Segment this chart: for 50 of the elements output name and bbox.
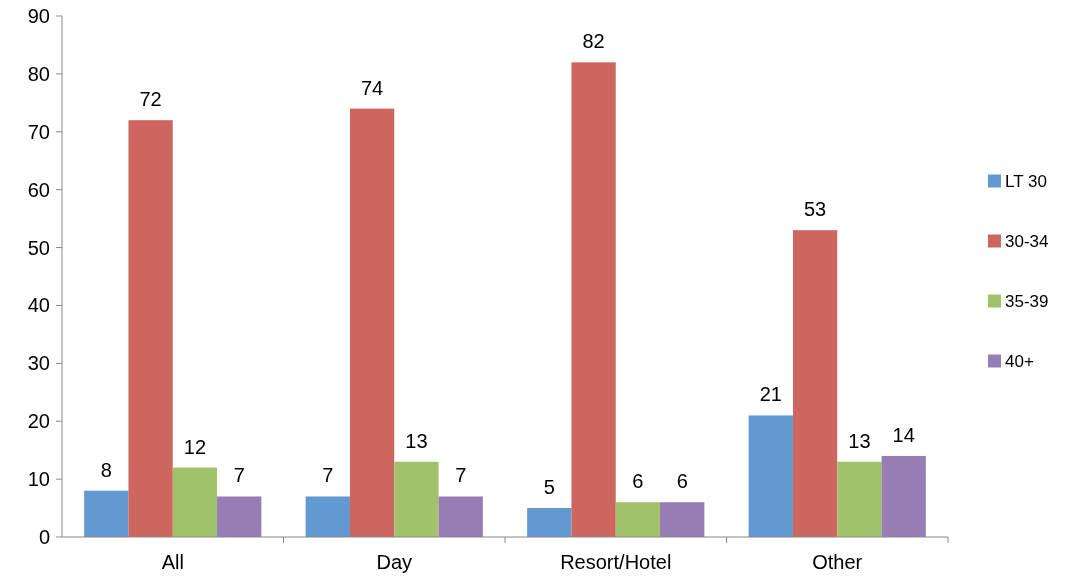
x-tick-label: All — [161, 551, 184, 573]
bar — [792, 230, 838, 537]
data-label: 13 — [405, 429, 428, 452]
legend-label: 35-39 — [1005, 292, 1049, 312]
bar — [128, 120, 173, 537]
bar — [881, 455, 926, 537]
y-tick-label: 40 — [27, 294, 50, 317]
legend-label: LT 30 — [1005, 172, 1047, 192]
y-tick-label: 60 — [27, 178, 50, 201]
bar — [349, 108, 395, 537]
bar — [217, 496, 262, 537]
bar — [748, 415, 793, 537]
x-tick-label: Resort/Hotel — [560, 551, 672, 573]
bar — [172, 467, 218, 537]
data-label: 5 — [543, 476, 555, 499]
data-label: 13 — [848, 429, 871, 452]
y-tick-label: 0 — [38, 526, 50, 548]
bar — [837, 461, 882, 537]
data-label: 7 — [455, 464, 467, 487]
bar — [660, 502, 705, 537]
y-tick-label: 10 — [27, 468, 50, 491]
y-tick-label: 20 — [27, 410, 50, 433]
data-label: 74 — [360, 76, 384, 99]
data-label: 7 — [233, 464, 245, 487]
data-label: 72 — [139, 88, 162, 111]
legend-label: 40+ — [1005, 352, 1034, 372]
y-tick-label: 30 — [27, 352, 50, 375]
y-tick-label: 80 — [27, 62, 50, 85]
x-tick-label: Other — [812, 551, 863, 573]
bar — [571, 62, 616, 537]
data-label: 82 — [582, 30, 605, 53]
data-label: 14 — [892, 423, 915, 446]
bar — [438, 496, 483, 537]
data-label: 12 — [183, 435, 207, 458]
data-label: 21 — [759, 383, 782, 406]
y-tick-label: 70 — [27, 120, 50, 143]
data-label: 7 — [322, 464, 334, 487]
data-label: 8 — [100, 458, 112, 481]
bar — [84, 490, 129, 537]
bar — [305, 496, 350, 537]
legend-label: 30-34 — [1005, 232, 1049, 252]
x-tick-label: Day — [376, 551, 413, 573]
y-tick-label: 50 — [27, 236, 50, 259]
y-tick-label: 90 — [27, 5, 50, 27]
bar — [615, 502, 661, 537]
bar — [394, 461, 439, 537]
data-label: 53 — [803, 198, 827, 221]
bar — [527, 508, 572, 537]
data-label: 6 — [632, 470, 644, 493]
data-label: 6 — [676, 470, 688, 493]
